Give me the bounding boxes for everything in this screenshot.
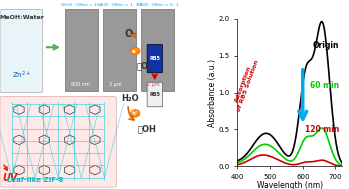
- Text: Adsorption
of RB5 Solution: Adsorption of RB5 Solution: [231, 58, 260, 113]
- Text: O₂: O₂: [124, 29, 137, 39]
- Text: 60 min: 60 min: [310, 81, 339, 90]
- Text: RB5: RB5: [149, 56, 160, 61]
- Ellipse shape: [131, 110, 140, 117]
- Text: ⦁OH: ⦁OH: [138, 124, 157, 133]
- Ellipse shape: [131, 47, 140, 55]
- FancyBboxPatch shape: [65, 9, 98, 91]
- FancyBboxPatch shape: [0, 96, 116, 187]
- Text: 2 μm: 2 μm: [147, 82, 160, 87]
- Text: Leaf-like ZIF-8: Leaf-like ZIF-8: [7, 177, 64, 183]
- Text: MeOH:Water: MeOH:Water: [0, 15, 44, 19]
- Text: $V_{MeOH}:V_{Water}=1:2$: $V_{MeOH}:V_{Water}=1:2$: [60, 2, 104, 9]
- Text: Origin: Origin: [312, 41, 339, 50]
- Text: UV: UV: [2, 173, 18, 183]
- FancyBboxPatch shape: [0, 9, 43, 93]
- Text: RB5: RB5: [149, 92, 160, 97]
- Text: H₂O: H₂O: [122, 94, 139, 103]
- Text: 120 min: 120 min: [305, 125, 339, 134]
- Text: ⦁O₂⁻: ⦁O₂⁻: [137, 62, 157, 71]
- Text: e⁻: e⁻: [132, 49, 139, 53]
- Text: h⁺: h⁺: [132, 111, 139, 116]
- Text: $V_{MeOH}:V_{Water}=1:3.8$: $V_{MeOH}:V_{Water}=1:3.8$: [96, 2, 144, 9]
- Y-axis label: Absorbance (a.u.): Absorbance (a.u.): [208, 59, 217, 127]
- FancyBboxPatch shape: [147, 44, 163, 73]
- Text: Zn$^{2+}$: Zn$^{2+}$: [12, 70, 31, 81]
- FancyBboxPatch shape: [103, 9, 136, 91]
- X-axis label: Wavelength (nm): Wavelength (nm): [257, 181, 323, 189]
- FancyBboxPatch shape: [147, 82, 163, 107]
- FancyBboxPatch shape: [141, 9, 174, 91]
- Text: 800 nm: 800 nm: [71, 82, 90, 87]
- Text: $V_{MeOH}:V_{Water}=0:1$: $V_{MeOH}:V_{Water}=0:1$: [136, 2, 180, 9]
- Text: 3 μm: 3 μm: [109, 82, 122, 87]
